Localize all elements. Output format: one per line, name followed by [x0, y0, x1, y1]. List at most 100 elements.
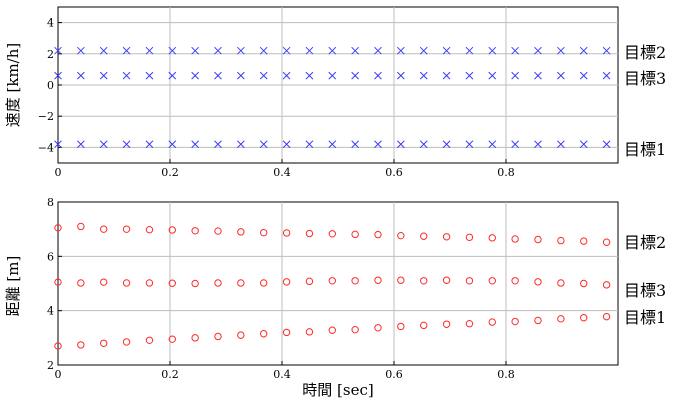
velocity-point: [602, 71, 611, 80]
velocity-point: [328, 71, 337, 80]
velocity-y-axis-label: 速度 [km/h]: [4, 43, 22, 128]
velocity-point: [396, 71, 405, 80]
velocity-point: [351, 71, 359, 80]
distance-panel: 0 0.2 0.4 0.6 0.8 8 6 4 2 距離 [m] 時間 [sec] 目標2 目標…: [4, 196, 666, 399]
distance-point: [54, 342, 62, 350]
distance-point: [145, 336, 154, 344]
velocity-point: [419, 46, 428, 55]
distance-xtick-label: 0.4: [273, 368, 291, 381]
distance-point: [442, 233, 451, 241]
distance-point: [237, 279, 245, 287]
velocity-point: [168, 140, 177, 149]
legend-top-target2: 目標2: [624, 43, 666, 62]
distance-point: [442, 276, 451, 284]
velocity-ytick-label: 4: [47, 17, 54, 30]
distance-point: [397, 231, 405, 240]
velocity-point: [488, 46, 497, 55]
distance-point: [488, 234, 496, 242]
distance-point: [580, 279, 588, 288]
velocity-point: [511, 140, 519, 149]
distance-xtick-label: 0.2: [161, 368, 179, 381]
distance-xtick-label: 0: [55, 368, 62, 381]
velocity-point: [99, 71, 108, 80]
legend-top-target1: 目標1: [624, 140, 666, 159]
distance-point: [328, 277, 336, 285]
distance-point: [99, 339, 108, 347]
velocity-point: [99, 46, 108, 55]
distance-point: [168, 279, 176, 287]
distance-point: [259, 330, 268, 338]
velocity-point: [442, 46, 451, 55]
legend-top-target3: 目標3: [624, 69, 666, 88]
distance-point: [442, 320, 451, 328]
distance-point: [191, 334, 199, 342]
velocity-point: [282, 46, 291, 55]
velocity-point: [76, 46, 85, 55]
velocity-point: [488, 140, 497, 149]
distance-point: [557, 279, 565, 287]
velocity-point: [168, 46, 177, 55]
distance-point: [557, 236, 565, 245]
velocity-point: [579, 46, 588, 55]
velocity-point: [374, 140, 382, 149]
velocity-point: [534, 140, 542, 149]
distance-y-axis-label: 距離 [m]: [4, 256, 22, 317]
distance-ticks: 0 0.2 0.4 0.6 0.8 8 6 4 2: [47, 196, 515, 381]
velocity-point: [465, 46, 474, 55]
velocity-xtick-label: 0.4: [273, 166, 291, 179]
distance-point: [191, 279, 199, 288]
velocity-point: [236, 71, 245, 80]
distance-point: [374, 276, 382, 284]
distance-point: [488, 318, 496, 326]
distance-xtick-label: 0.8: [497, 368, 515, 381]
distance-point: [99, 225, 108, 233]
velocity-point: [534, 71, 542, 80]
velocity-point: [54, 71, 62, 80]
distance-point: [511, 235, 519, 243]
velocity-point: [145, 71, 154, 80]
velocity-xtick-label: 0.2: [161, 166, 179, 179]
velocity-point: [602, 140, 611, 149]
distance-point: [54, 278, 62, 286]
distance-point: [465, 233, 474, 242]
velocity-xtick-label: 0.6: [385, 166, 403, 179]
velocity-point: [282, 71, 291, 80]
distance-point: [397, 322, 405, 331]
velocity-point: [328, 46, 337, 55]
velocity-point: [511, 71, 519, 80]
velocity-ytick-label: 0: [47, 79, 54, 92]
distance-point: [557, 315, 565, 323]
distance-point: [602, 312, 611, 321]
distance-point: [237, 331, 245, 339]
velocity-point: [602, 46, 611, 55]
velocity-point: [488, 71, 497, 80]
velocity-point: [259, 140, 268, 149]
velocity-point: [54, 46, 62, 55]
velocity-point: [511, 46, 519, 55]
velocity-point: [442, 140, 451, 149]
velocity-point: [328, 140, 337, 149]
velocity-gridlines: [58, 7, 618, 163]
velocity-point: [214, 140, 222, 149]
velocity-ytick-label: −2: [38, 110, 54, 123]
distance-point: [488, 277, 496, 285]
distance-point: [77, 279, 85, 287]
distance-point: [374, 324, 382, 332]
distance-point: [511, 317, 519, 326]
distance-point: [351, 230, 359, 239]
distance-point: [168, 226, 176, 234]
velocity-markers: [54, 46, 611, 149]
velocity-ytick-label: −4: [38, 141, 54, 154]
velocity-point: [305, 140, 314, 149]
distance-point: [145, 279, 154, 287]
legend-bottom-target2: 目標2: [624, 233, 666, 252]
distance-point: [374, 230, 382, 239]
distance-point: [305, 328, 314, 336]
distance-point: [282, 229, 291, 237]
velocity-panel: 0 0.2 0.4 0.6 0.8 4 2 0 −2 −4 速度 [km/h] 目標2 目標3 目…: [4, 6, 666, 179]
distance-point: [351, 325, 359, 334]
velocity-point: [168, 71, 177, 80]
distance-point: [77, 222, 85, 231]
distance-point: [534, 316, 542, 325]
